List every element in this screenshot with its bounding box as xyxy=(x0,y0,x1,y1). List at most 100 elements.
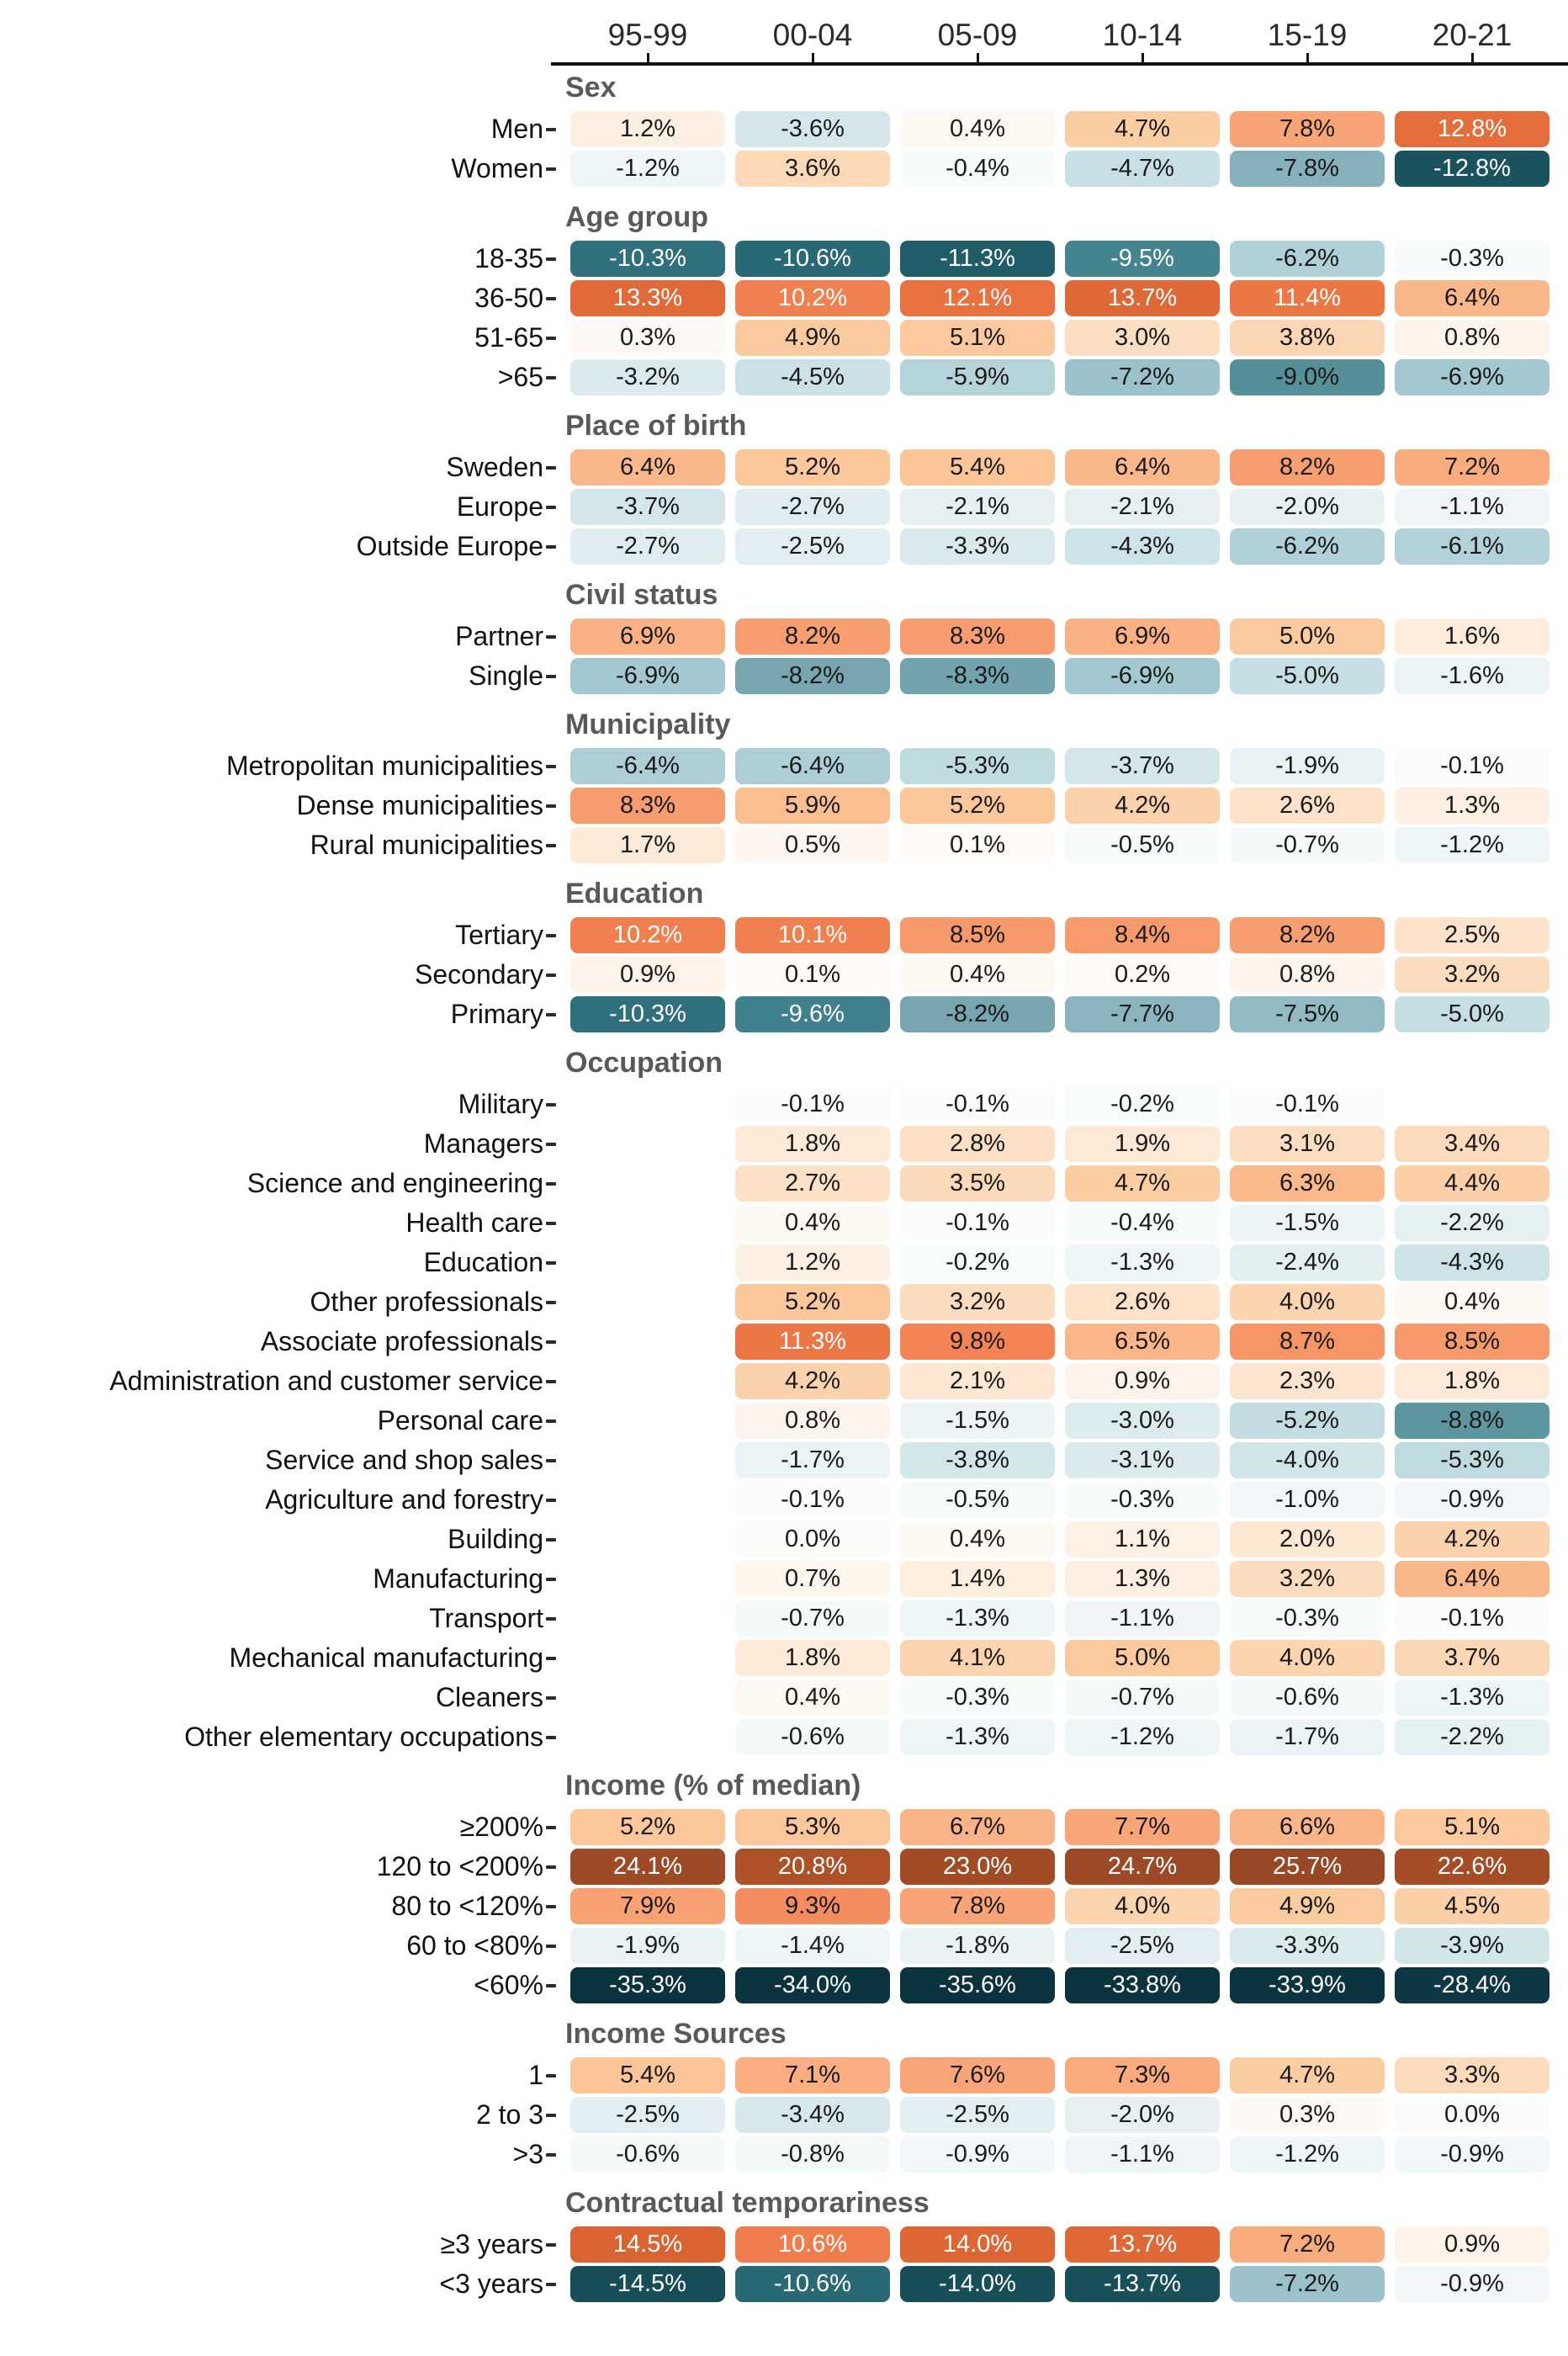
row-axis-tick xyxy=(546,2113,556,2117)
heatmap-cell-empty xyxy=(570,1403,725,1439)
heatmap-cell: -0.9% xyxy=(900,2136,1055,2173)
heatmap-cell: 4.7% xyxy=(1065,1165,1220,1202)
heatmap-cell: -7.7% xyxy=(1065,996,1220,1032)
heatmap-cell: -2.5% xyxy=(735,528,890,565)
heatmap-cell: 5.1% xyxy=(900,320,1055,356)
heatmap-cell: -6.9% xyxy=(570,658,725,694)
row-cells: 1.2% -3.6% 0.4% 4.7% 7.8% 12.8% xyxy=(570,111,1560,147)
row-axis-tick xyxy=(546,1904,556,1908)
heatmap-cell: -2.2% xyxy=(1395,1719,1549,1755)
heatmap-cell: -2.2% xyxy=(1395,1205,1549,1241)
row-axis-tick xyxy=(546,1181,556,1186)
heatmap-cell-empty xyxy=(1395,1086,1549,1122)
heatmap-row: Personal care 0.8% -1.5% -3.0% -5.2% -8.8% xyxy=(0,1401,1568,1441)
heatmap-cell: -1.3% xyxy=(1395,1679,1549,1716)
heatmap-cell: 8.2% xyxy=(1230,449,1385,486)
heatmap-cell: -3.2% xyxy=(570,359,725,395)
row-label: Agriculture and forestry xyxy=(265,1484,543,1515)
heatmap-cell: -0.1% xyxy=(735,1086,890,1122)
row-axis-tick xyxy=(546,1012,556,1016)
heatmap-row: Tertiary 10.2% 10.1% 8.5% 8.4% 8.2% 2.5% xyxy=(0,915,1568,955)
row-axis-tick xyxy=(546,127,556,131)
heatmap-cell: 2.6% xyxy=(1065,1284,1220,1320)
heatmap-row: Military -0.1% -0.1% -0.2% -0.1% xyxy=(0,1085,1568,1124)
heatmap-cell: -6.4% xyxy=(570,748,725,784)
heatmap-cell: 9.3% xyxy=(735,1888,890,1924)
heatmap-cell: 8.2% xyxy=(1230,917,1385,953)
heatmap-cell: 20.8% xyxy=(735,1849,890,1885)
heatmap-cell: 7.8% xyxy=(900,1888,1055,1924)
row-label: 1 xyxy=(528,2060,543,2090)
row-axis-tick xyxy=(546,1577,556,1581)
heatmap-cell: -1.2% xyxy=(1065,1719,1220,1755)
heatmap-cell: 0.8% xyxy=(735,1403,890,1439)
heatmap-cell-empty xyxy=(570,1679,725,1716)
row-cells: -3.2% -4.5% -5.9% -7.2% -9.0% -6.9% xyxy=(570,359,1560,395)
heatmap-cell: 0.8% xyxy=(1395,320,1549,356)
column-tick xyxy=(1141,53,1144,62)
heatmap-cell: 10.2% xyxy=(735,280,890,316)
heatmap-cell: 2.0% xyxy=(1230,1521,1385,1557)
section: Education Tertiary 10.2% 10.1% 8.5% 8.4% 8.2% 2… xyxy=(0,877,1568,1034)
row-cells: 8.3% 5.9% 5.2% 4.2% 2.6% 1.3% xyxy=(570,788,1560,824)
column-label: 95-99 xyxy=(607,18,688,52)
heatmap-cell: 5.0% xyxy=(1230,618,1385,655)
heatmap-cell: -2.7% xyxy=(735,489,890,525)
heatmap-cell: 11.4% xyxy=(1230,280,1385,316)
row-cells: 1.7% 0.5% 0.1% -0.5% -0.7% -1.2% xyxy=(570,827,1560,863)
heatmap-cell: 1.9% xyxy=(1065,1126,1220,1162)
heatmap-cell-empty xyxy=(570,1284,725,1320)
heatmap-cell: 5.9% xyxy=(735,788,890,824)
row-label: Building xyxy=(448,1524,543,1554)
heatmap-cell: 4.0% xyxy=(1230,1284,1385,1320)
row-label: Education xyxy=(423,1247,543,1277)
heatmap-row: Partner 6.9% 8.2% 8.3% 6.9% 5.0% 1.6% xyxy=(0,617,1568,656)
heatmap-cell-empty xyxy=(570,1482,725,1518)
heatmap-cell: -0.1% xyxy=(735,1482,890,1518)
row-cells: -35.3% -34.0% -35.6% -33.8% -33.9% -28.4% xyxy=(570,1967,1560,2003)
heatmap-cell: 5.2% xyxy=(735,1284,890,1320)
heatmap-cell: -1.2% xyxy=(1230,2136,1385,2173)
row-cells: 14.5% 10.6% 14.0% 13.7% 7.2% 0.9% xyxy=(570,2226,1560,2263)
heatmap-cell: 6.4% xyxy=(1395,280,1549,316)
heatmap-cell: 0.4% xyxy=(735,1205,890,1241)
row-axis-tick xyxy=(546,257,556,261)
heatmap-cell: 0.4% xyxy=(900,111,1055,147)
row-cells: 1.2% -0.2% -1.3% -2.4% -4.3% xyxy=(570,1244,1560,1281)
row-label: Men xyxy=(490,114,543,144)
heatmap-cell: -3.9% xyxy=(1395,1928,1549,1964)
row-cells: -0.7% -1.3% -1.1% -0.3% -0.1% xyxy=(570,1600,1560,1637)
heatmap-cell: 5.2% xyxy=(570,1809,725,1845)
heatmap-cell: -4.7% xyxy=(1065,151,1220,187)
row-cells: 0.3% 4.9% 5.1% 3.0% 3.8% 0.8% xyxy=(570,320,1560,356)
heatmap-cell: -0.9% xyxy=(1395,1482,1549,1518)
row-cells: 1.8% 2.8% 1.9% 3.1% 3.4% xyxy=(570,1126,1560,1162)
heatmap-cell: 0.4% xyxy=(735,1679,890,1716)
heatmap-cell: 0.2% xyxy=(1065,957,1220,993)
heatmap-cell: -0.1% xyxy=(900,1205,1055,1241)
heatmap-cell: 0.1% xyxy=(900,827,1055,863)
heatmap-cell-empty xyxy=(570,1640,725,1676)
heatmap-cell: -1.3% xyxy=(900,1719,1055,1755)
row-cells: 5.2% 5.3% 6.7% 7.7% 6.6% 5.1% xyxy=(570,1809,1560,1845)
heatmap-cell: -0.2% xyxy=(900,1244,1055,1281)
heatmap-cell: -2.0% xyxy=(1065,2097,1220,2133)
heatmap-cell: 0.9% xyxy=(1395,2226,1549,2263)
row-axis-tick xyxy=(546,1419,556,1423)
column-tick xyxy=(1306,53,1309,62)
heatmap-cell: 13.7% xyxy=(1065,2226,1220,2263)
heatmap-cell: 8.3% xyxy=(900,618,1055,655)
heatmap-cell: 5.3% xyxy=(735,1809,890,1845)
heatmap-row: 51-65 0.3% 4.9% 5.1% 3.0% 3.8% 0.8% xyxy=(0,318,1568,358)
section-title: Contractual temporariness xyxy=(565,2186,930,2219)
heatmap-cell: 2.8% xyxy=(900,1126,1055,1162)
heatmap-cell: -9.0% xyxy=(1230,359,1385,395)
heatmap-cell: 8.4% xyxy=(1065,917,1220,953)
section-title: Occupation xyxy=(565,1046,723,1079)
section: Occupation Military -0.1% -0.1% -0.2% -0.1% Ma… xyxy=(0,1046,1568,1757)
heatmap-cell: -5.2% xyxy=(1230,1403,1385,1439)
row-cells: 4.2% 2.1% 0.9% 2.3% 1.8% xyxy=(570,1363,1560,1399)
heatmap-row: Rural municipalities 1.7% 0.5% 0.1% -0.5% -0.… xyxy=(0,825,1568,865)
row-cells: 0.4% -0.3% -0.7% -0.6% -1.3% xyxy=(570,1679,1560,1716)
